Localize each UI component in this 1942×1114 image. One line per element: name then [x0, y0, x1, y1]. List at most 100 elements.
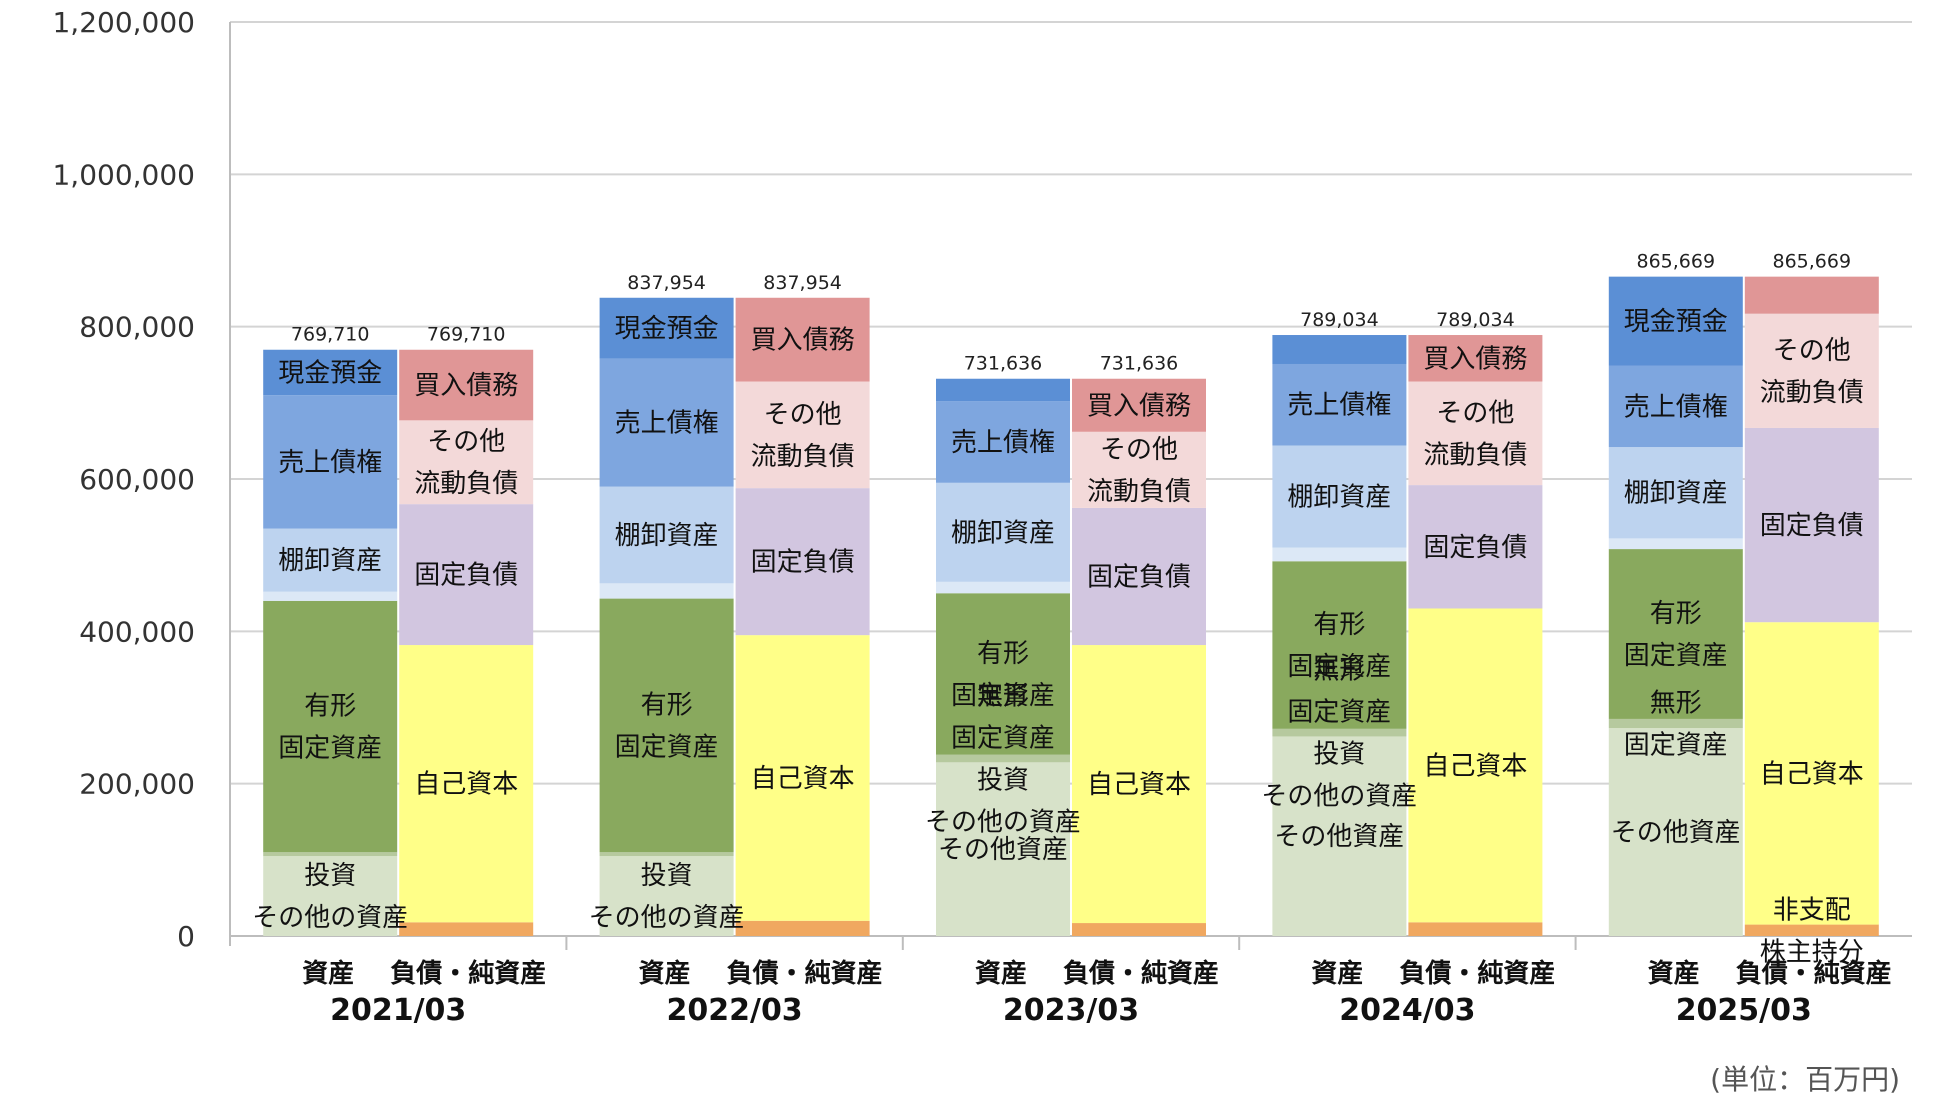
group-label-assets: 資産 — [639, 958, 691, 989]
segment-label: 株主持分 — [1760, 937, 1864, 967]
segment-label: その他資産 — [938, 835, 1068, 865]
segment-label: その他 — [764, 400, 842, 430]
y-axis-ticks: 0 200,000 400,000 600,000 800,000 1,000,000 1,… — [52, 6, 195, 953]
total-label: 865,669 — [1773, 251, 1852, 273]
bar-segment-payables — [1072, 378, 1206, 432]
bar-segment-other_current_liab — [1744, 313, 1879, 428]
bar-segment-receivables — [599, 358, 734, 487]
segment-label: 投資 — [977, 766, 1029, 796]
bar-segment-equity — [735, 635, 870, 921]
segment-label: 買入債務 — [751, 326, 855, 356]
segment-label: 有形 — [641, 690, 693, 720]
bar-segment-investments — [936, 762, 1070, 936]
segment-label: 買入債務 — [1087, 391, 1191, 421]
bar-segment-fixed_liab — [735, 488, 870, 636]
group-label-liabilities: 負債・純資産 — [1399, 958, 1555, 989]
bar-segment-tangible — [599, 598, 734, 853]
unit-note: (単位：百万円) — [1710, 1063, 1900, 1096]
segment-label: 棚卸資産 — [615, 521, 719, 551]
segment-label: 現金預金 — [1624, 307, 1728, 337]
bar-segment-other_current_assets — [1272, 547, 1407, 562]
total-label: 865,669 — [1637, 251, 1716, 273]
bar-segment-other_current_liab — [1408, 381, 1543, 486]
segment-label: 固定資産 — [951, 681, 1055, 711]
segment-label: 自己資本 — [1423, 751, 1527, 781]
segment-label: その他 — [1773, 336, 1851, 366]
segment-label: その他の資産 — [252, 903, 408, 933]
year-label: 2025/03 — [1676, 993, 1812, 1028]
y-tick-label: 600,000 — [79, 463, 195, 496]
bar-segment-nci — [399, 922, 534, 936]
bar-segment-tangible — [936, 593, 1070, 755]
segment-label: 売上債権 — [1624, 392, 1728, 422]
segment-label: 固定資産 — [278, 734, 382, 764]
bar-segment-other_current_liab — [399, 420, 534, 505]
bar-segment-equity — [1744, 622, 1879, 925]
segment-label: 棚卸資産 — [1624, 479, 1728, 509]
segment-label: 固定資産 — [615, 732, 719, 762]
bar-segment-inventory — [1608, 447, 1743, 539]
total-label: 769,710 — [291, 324, 370, 346]
bar-segment-equity — [1072, 645, 1206, 924]
group-label-assets: 資産 — [975, 958, 1027, 989]
segment-label: 固定負債 — [414, 561, 518, 591]
bar-segment-tangible — [263, 600, 398, 853]
segment-label: 無形 — [977, 682, 1029, 712]
total-label: 731,636 — [1100, 353, 1179, 375]
y-tick-label: 1,200,000 — [52, 6, 195, 39]
bar-segment-cash — [1272, 335, 1407, 364]
segment-label: 売上債権 — [278, 448, 382, 478]
segment-label: 売上債権 — [951, 428, 1055, 458]
bars — [263, 276, 1879, 936]
segment-label: 固定資産 — [1287, 698, 1391, 728]
group-label-liabilities: 負債・純資産 — [727, 958, 883, 989]
group-label-assets: 資産 — [1648, 958, 1700, 989]
segment-label: 流動負債 — [1760, 378, 1864, 408]
year-label: 2022/03 — [666, 993, 802, 1028]
group-label-liabilities: 負債・純資産 — [390, 958, 546, 989]
bar-segment-nci — [1408, 922, 1543, 936]
bar-segment-fixed_liab — [1744, 427, 1879, 623]
bar-segment-inventory — [936, 482, 1070, 582]
segment-label: 有形 — [977, 639, 1029, 669]
segment-label: 売上債権 — [1287, 391, 1391, 421]
segment-label: その他の資産 — [1261, 782, 1417, 812]
y-tick-label: 0 — [177, 920, 195, 953]
bar-segment-inventory — [263, 528, 398, 592]
segment-label: 流動負債 — [1087, 477, 1191, 507]
segment-label: 自己資本 — [751, 764, 855, 794]
total-label: 789,034 — [1300, 309, 1379, 331]
bar-segment-inventory — [599, 486, 734, 584]
segment-label: 現金預金 — [278, 358, 382, 388]
bar-segment-investments — [1272, 736, 1407, 936]
bar-segment-fixed_liab — [1072, 507, 1206, 646]
bar-segment-receivables — [936, 401, 1070, 483]
bar-segment-nci — [735, 920, 870, 936]
segment-label: 投資 — [304, 861, 356, 891]
segment-label: その他の資産 — [589, 903, 745, 933]
segment-label: その他 — [427, 427, 505, 457]
year-label: 2023/03 — [1003, 993, 1139, 1028]
bar-segment-cash — [1608, 276, 1743, 366]
bar-segment-receivables — [263, 395, 398, 529]
bar-segment-payables — [1744, 276, 1879, 314]
segment-label: 現金預金 — [615, 314, 719, 344]
year-label: 2024/03 — [1339, 993, 1475, 1028]
bar-segment-fixed_liab — [399, 504, 534, 646]
bar-segment-tangible — [1272, 561, 1407, 729]
segment-label: 固定負債 — [1423, 533, 1527, 563]
bar-segment-tangible — [1608, 549, 1743, 719]
segment-label: 自己資本 — [1760, 759, 1864, 789]
segment-label: 自己資本 — [414, 770, 518, 800]
segment-label: 買入債務 — [1423, 344, 1527, 374]
x-axis-labels: 資産 負債・純資産 2021/03 資産 負債・純資産 2022/03 資産 負債・純資産 20… — [302, 958, 1892, 1028]
segment-label: 棚卸資産 — [278, 546, 382, 576]
y-tick-label: 200,000 — [79, 768, 195, 801]
bar-segment-other_current_assets — [263, 591, 398, 601]
total-label: 837,954 — [763, 272, 842, 294]
total-label: 731,636 — [964, 353, 1043, 375]
segment-label: 売上債権 — [615, 409, 719, 439]
segment-label: その他資産 — [1274, 822, 1404, 852]
segment-label: 無形 — [1313, 656, 1365, 686]
